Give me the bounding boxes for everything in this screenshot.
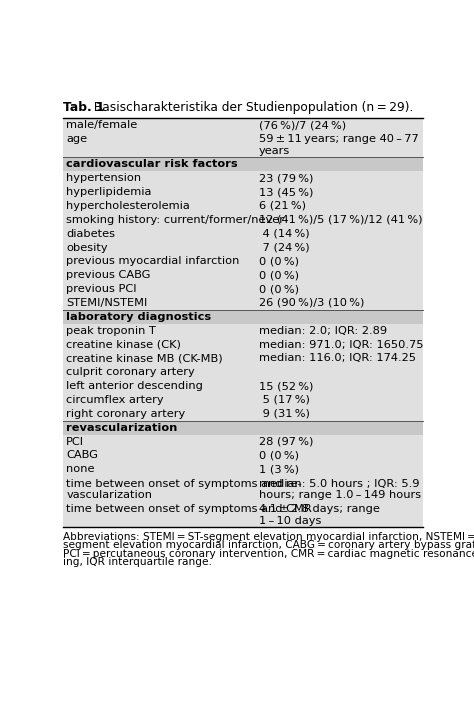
Text: 0 (0 %): 0 (0 %) [259,284,299,294]
Text: CABG: CABG [66,451,98,460]
Text: ing, IQR interquartile range.: ing, IQR interquartile range. [63,557,212,567]
Text: obesity: obesity [66,242,108,253]
Text: cardiovascular risk factors: cardiovascular risk factors [66,159,238,170]
Text: 15 (52 %): 15 (52 %) [259,381,313,391]
Text: STEMI/NSTEMI: STEMI/NSTEMI [66,298,147,308]
Text: Tab. 1: Tab. 1 [63,101,105,114]
Text: 26 (90 %)/3 (10 %): 26 (90 %)/3 (10 %) [259,298,364,308]
Bar [63,118,423,527]
Text: Basischarakteristika der Studienpopulation (n = 29).: Basischarakteristika der Studienpopulati… [86,101,414,114]
Text: time between onset of symptoms and re-
vascularization: time between onset of symptoms and re- v… [66,478,302,500]
Bar [63,157,423,171]
Text: 5 (17 %): 5 (17 %) [259,395,310,405]
Text: 23 (79 %): 23 (79 %) [259,173,313,183]
Text: smoking history: current/former/never: smoking history: current/former/never [66,215,284,225]
Text: time between onset of symptoms and CMR: time between onset of symptoms and CMR [66,504,312,514]
Text: median: 971.0; IQR: 1650.75: median: 971.0; IQR: 1650.75 [259,339,423,349]
Text: (76 %)/7 (24 %): (76 %)/7 (24 %) [259,120,346,130]
Bar [63,421,423,435]
Text: 0 (0 %): 0 (0 %) [259,451,299,460]
Text: 13 (45 %): 13 (45 %) [259,187,313,197]
Text: median: 116.0; IQR: 174.25: median: 116.0; IQR: 174.25 [259,353,416,363]
Text: 12 (41 %)/5 (17 %)/12 (41 %): 12 (41 %)/5 (17 %)/12 (41 %) [259,215,422,225]
Text: median: 2.0; IQR: 2.89: median: 2.0; IQR: 2.89 [259,325,387,336]
Text: Abbreviations: STEMI = ST-segment elevation myocardial infarction, NSTEMI = non-: Abbreviations: STEMI = ST-segment elevat… [63,531,474,542]
Text: 4.1 ± 2.8 days; range
1 – 10 days: 4.1 ± 2.8 days; range 1 – 10 days [259,504,380,526]
Text: age: age [66,135,87,144]
Text: laboratory diagnostics: laboratory diagnostics [66,312,211,322]
Text: 59 ± 11 years; range 40 – 77
years: 59 ± 11 years; range 40 – 77 years [259,135,419,156]
Text: PCI = percutaneous coronary intervention, CMR = cardiac magnetic resonance imag-: PCI = percutaneous coronary intervention… [63,549,474,558]
Text: right coronary artery: right coronary artery [66,409,185,419]
Text: previous myocardial infarction: previous myocardial infarction [66,256,239,266]
Text: revascularization: revascularization [66,423,178,432]
Text: culprit coronary artery: culprit coronary artery [66,367,195,377]
Text: none: none [66,464,95,474]
Text: previous PCI: previous PCI [66,284,137,294]
Text: 0 (0 %): 0 (0 %) [259,256,299,266]
Text: hyperlipidemia: hyperlipidemia [66,187,152,197]
Text: 4 (14 %): 4 (14 %) [259,229,310,239]
Text: diabetes: diabetes [66,229,115,239]
Text: circumflex artery: circumflex artery [66,395,164,405]
Text: segment elevation myocardial infarction, CABG = coronary artery bypass grafting,: segment elevation myocardial infarction,… [63,540,474,550]
Text: 7 (24 %): 7 (24 %) [259,242,310,253]
Text: 0 (0 %): 0 (0 %) [259,270,299,280]
Text: creatine kinase (CK): creatine kinase (CK) [66,339,181,349]
Text: peak troponin T: peak troponin T [66,325,156,336]
Text: hypertension: hypertension [66,173,141,183]
Text: 28 (97 %): 28 (97 %) [259,437,313,446]
Text: PCI: PCI [66,437,84,446]
Text: 1 (3 %): 1 (3 %) [259,464,299,474]
Text: median: 5.0 hours ; IQR: 5.9
hours; range 1.0 – 149 hours: median: 5.0 hours ; IQR: 5.9 hours; rang… [259,478,421,500]
Text: 9 (31 %): 9 (31 %) [259,409,310,419]
Text: left anterior descending: left anterior descending [66,381,203,391]
Text: creatine kinase MB (CK-MB): creatine kinase MB (CK-MB) [66,353,223,363]
Text: hypercholesterolemia: hypercholesterolemia [66,201,190,211]
Bar [63,310,423,324]
Text: male/female: male/female [66,120,137,130]
Text: previous CABG: previous CABG [66,270,151,280]
Text: 6 (21 %): 6 (21 %) [259,201,306,211]
